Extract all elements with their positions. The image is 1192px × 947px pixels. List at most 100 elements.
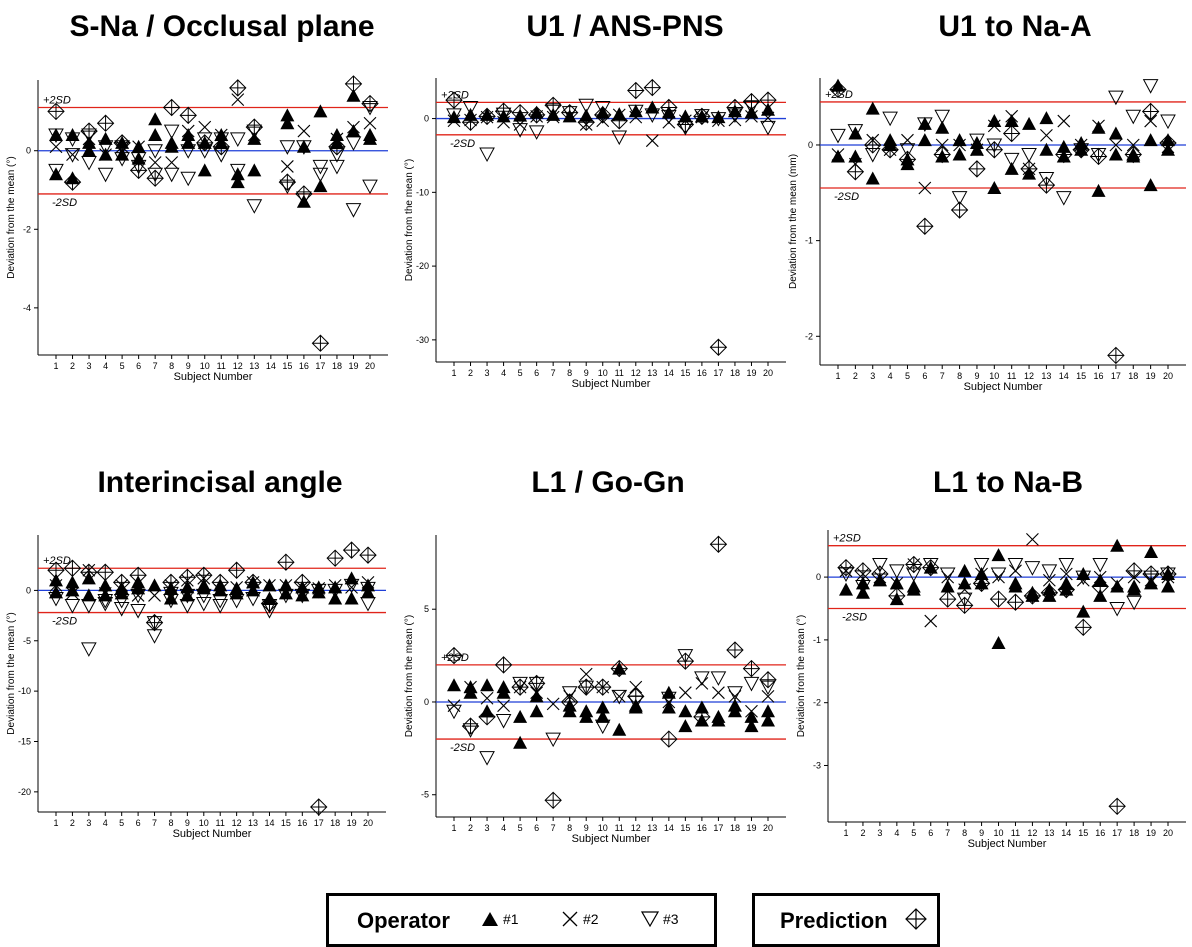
prediction-point (829, 80, 847, 99)
operator-2-point (712, 114, 725, 128)
prediction-point (1141, 102, 1160, 121)
operator-3-point (694, 671, 710, 686)
operator-3-point (147, 144, 163, 159)
prediction-point (594, 678, 612, 696)
operator-2-point (181, 124, 195, 138)
operator-1-point (1004, 114, 1019, 128)
x-tick-label: 17 (713, 823, 723, 833)
x-axis-label: Subject Number (174, 371, 253, 383)
operator-1-point (1008, 579, 1023, 593)
operator-3-point (345, 136, 362, 151)
x-tick-label: 8 (169, 361, 174, 371)
x-tick-label: 18 (332, 361, 342, 371)
operator-2-point (1042, 573, 1056, 587)
prediction-point (63, 173, 82, 191)
prediction-point (1142, 565, 1160, 583)
prediction-point (1089, 147, 1108, 166)
operator-3-point (1003, 152, 1020, 168)
operator-2-point (230, 580, 244, 594)
prediction-point (837, 558, 855, 577)
x-tick-label: 13 (249, 361, 259, 371)
y-tick-label: -20 (416, 261, 429, 271)
prediction-point (1002, 124, 1021, 143)
x-tick-label: 6 (922, 371, 927, 381)
chart-panel-6: L1 to Na-B+2SD-2SD-3-2-101 2 3 4 5 6 7 8 9 10 11 12… (796, 466, 1186, 850)
operator-3-point (973, 558, 990, 573)
operator-3-point (710, 112, 727, 127)
operator-3-point (578, 98, 595, 114)
operator-1-point (645, 100, 660, 114)
operator-3-point (362, 179, 378, 195)
x-tick-label: 18 (730, 368, 740, 378)
operator-3-point (561, 686, 578, 701)
prediction-point (461, 717, 480, 735)
operator-3-point (479, 147, 495, 163)
operator-1-point (957, 563, 972, 577)
prediction-point (113, 134, 131, 152)
operator-1-point (463, 685, 478, 699)
x-tick-label: 20 (1163, 371, 1173, 381)
operator-2-point (198, 120, 212, 134)
operator-3-point (97, 140, 114, 155)
operator-2-point (1109, 138, 1123, 152)
prediction-point (888, 587, 906, 605)
prediction-point (96, 563, 114, 581)
prediction-point (1091, 577, 1109, 596)
prediction-point (244, 573, 262, 592)
prediction-point (660, 730, 678, 748)
operator-3-point (1142, 79, 1159, 94)
y-tick-label: -30 (416, 335, 429, 345)
operator-3-point (1125, 109, 1142, 125)
x-tick-label: 19 (1146, 828, 1156, 838)
operator-3-point (627, 104, 644, 120)
y-tick-label: 0 (26, 585, 31, 595)
operator-1-point (917, 133, 932, 147)
operator-2-point (745, 109, 758, 123)
operator-3-point (212, 599, 229, 614)
operator-1-point (831, 149, 845, 163)
prediction-point (47, 561, 65, 579)
operator-3-point (1108, 90, 1124, 106)
prediction-point (445, 646, 463, 665)
operator-3-point (114, 152, 130, 167)
operator-1-point (230, 167, 245, 181)
x-tick-label: 11 (216, 818, 225, 828)
operator-3-point (195, 588, 212, 604)
operator-1-point (678, 719, 693, 733)
prediction-point (96, 114, 115, 132)
prediction-point (145, 613, 164, 632)
prediction-point (212, 138, 230, 156)
operator-3-point (64, 599, 81, 614)
filled-triangle-icon (482, 912, 498, 926)
prediction-point (245, 118, 264, 136)
operator-3-point (1024, 561, 1041, 576)
prediction-point (610, 112, 628, 130)
operator-1-point (761, 102, 775, 116)
operator-1-point (1039, 142, 1054, 156)
operator-1-point (1161, 579, 1175, 593)
operator-3-point (278, 588, 294, 604)
x-tick-label: 7 (940, 371, 945, 381)
x-tick-label: 10 (199, 818, 209, 828)
operator-2-point (662, 115, 676, 129)
operator-3-point (1055, 191, 1072, 206)
x-tick-label: 3 (87, 361, 92, 371)
y-axis-label: Deviation from the mean (°) (6, 612, 17, 734)
operator-1-point (81, 588, 96, 602)
x-tick-label: 1 (451, 368, 456, 378)
prediction-point (1006, 593, 1025, 611)
operator-2-point (148, 156, 162, 169)
y-axis-label: Deviation from the mean (°) (404, 159, 415, 281)
x-tick-label: 8 (168, 818, 173, 828)
x-tick-label: 19 (746, 823, 756, 833)
y-tick-label: -2 (23, 224, 31, 234)
operator-3-point (179, 588, 196, 604)
operator-2-point (480, 691, 494, 705)
operator-3-point (710, 671, 727, 686)
operator-1-point (661, 700, 676, 714)
operator-1-point (1108, 147, 1123, 161)
x-tick-label: 7 (945, 828, 950, 838)
operator-2-point (953, 138, 966, 152)
chart-title: S-Na / Occlusal plane (69, 10, 374, 43)
operator-2-point (530, 686, 544, 700)
